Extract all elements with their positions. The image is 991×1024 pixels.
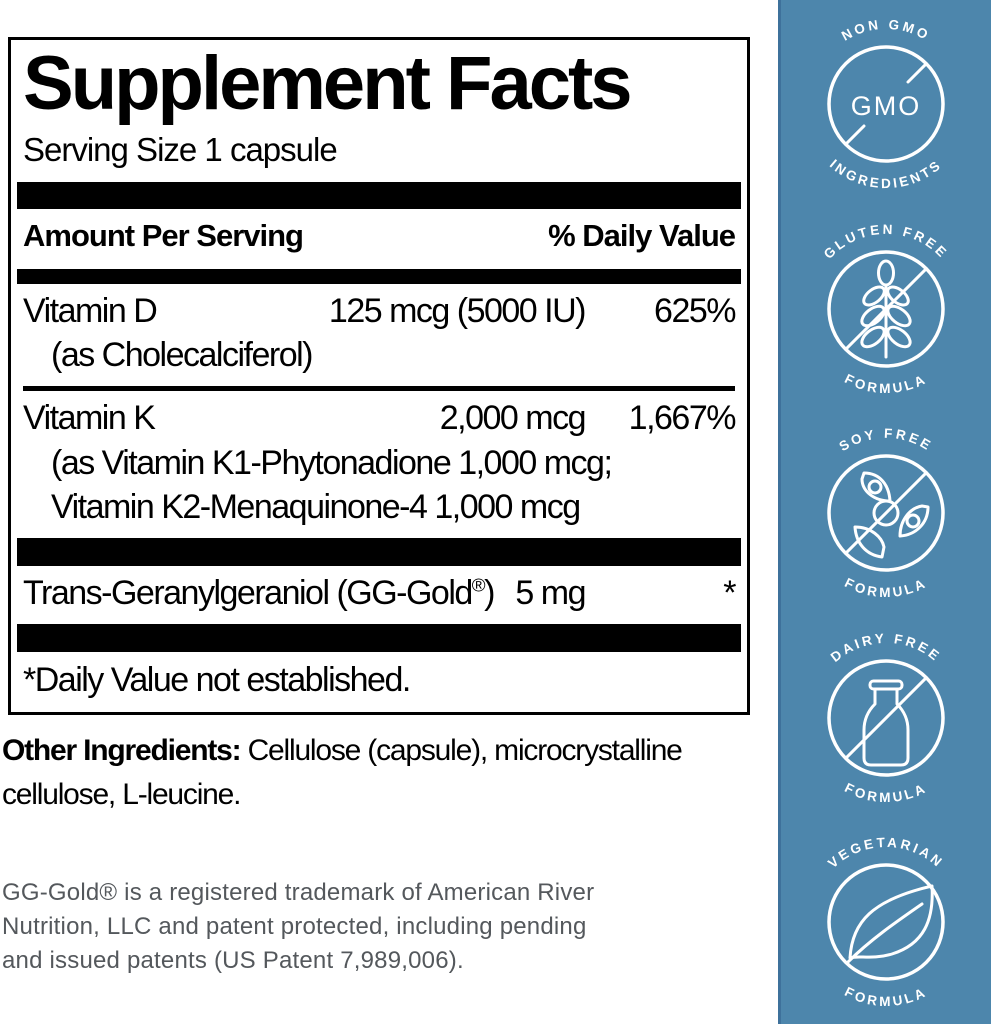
ingredient-rows: Vitamin D 125 mcg (5000 IU) 625% (as Cho… <box>23 284 737 538</box>
ingredient-amount: 2,000 mcg <box>439 399 587 438</box>
ingredient-name: Trans-Geranylgeraniol (GG-Gold®) <box>23 573 495 612</box>
supplement-facts-title: Supplement Facts <box>23 41 633 126</box>
svg-text:FORMULA: FORMULA <box>842 371 929 396</box>
svg-text:FORMULA: FORMULA <box>842 575 929 600</box>
divider-bar-thick <box>17 537 741 566</box>
svg-text:GLUTEN FREE: GLUTEN FREE <box>821 221 951 261</box>
soy-crossed-icon <box>844 471 930 559</box>
label-panel: Supplement Facts Serving Size 1 capsule … <box>2 37 750 975</box>
ingredient-source: (as Vitamin K1-Phytonadione 1,000 mcg; <box>51 443 613 482</box>
ingredient-dv: 625% <box>654 291 736 330</box>
divider-bar-medium <box>17 268 741 284</box>
non-gmo-badge: GMO NON GMO INGREDIENTS <box>827 17 945 191</box>
amount-per-serving-header: Amount Per Serving <box>23 217 304 253</box>
badge-strip: GMO NON GMO INGREDIENTS GLUTEN FREE FORM… <box>778 0 991 1024</box>
milk-bottle-crossed-icon <box>844 675 928 766</box>
ingredient-dv: 1,667% <box>628 399 737 438</box>
serving-size: Serving Size 1 capsule <box>23 131 338 169</box>
registered-trademark-symbol: ® <box>471 574 486 596</box>
ingredient-source: (as Cholecalciferol) <box>51 336 314 375</box>
gmo-crossed-icon: GMO <box>844 62 928 146</box>
svg-text:FORMULA: FORMULA <box>842 984 929 1009</box>
ingredient-name: Vitamin D <box>23 291 158 330</box>
soy-free-badge: SOY FREE FORMULA <box>827 426 945 600</box>
table-row: Vitamin K 2,000 mcg 1,667% (as Vitamin K… <box>23 386 737 538</box>
svg-text:SOY FREE: SOY FREE <box>837 426 936 454</box>
ingredient-name: Vitamin K <box>23 399 156 438</box>
wheat-crossed-icon <box>844 259 928 358</box>
ingredient-amount: 5 mg <box>515 573 586 612</box>
other-ingredients-label: Other Ingredients: <box>2 734 242 768</box>
dairy-free-badge: DAIRY FREE FORMULA <box>827 630 945 805</box>
ingredient-source: Vitamin K2-Menaquinone-4 1,000 mcg <box>51 487 581 526</box>
leaf-icon <box>846 884 934 964</box>
ingredient-amount: 125 mcg (5000 IU) <box>328 291 587 330</box>
supplement-facts-box: Supplement Facts Serving Size 1 capsule … <box>8 37 750 716</box>
svg-text:NON GMO: NON GMO <box>839 17 933 44</box>
divider-bar-thick <box>17 624 741 653</box>
vegetarian-badge: VEGETARIAN FORMULA <box>825 835 945 1009</box>
daily-value-footnote: *Daily Value not established. <box>23 661 411 700</box>
table-header: Amount Per Serving % Daily Value <box>23 209 736 262</box>
ingredient-dv: * <box>723 573 736 612</box>
svg-text:FORMULA: FORMULA <box>842 780 929 805</box>
trademark-notice: GG-Gold® is a registered trademark of Am… <box>2 879 595 975</box>
divider-bar-thick <box>17 181 741 209</box>
gluten-free-badge: GLUTEN FREE FORMULA <box>821 221 951 396</box>
daily-value-header: % Daily Value <box>548 217 736 253</box>
svg-text:GMO: GMO <box>851 91 922 121</box>
table-row: Trans-Geranylgeraniol (GG-Gold®) 5 mg * <box>23 566 737 624</box>
other-ingredients: Other Ingredients: Cellulose (capsule), … <box>2 734 683 811</box>
table-row: Vitamin D 125 mcg (5000 IU) 625% (as Cho… <box>23 284 737 386</box>
